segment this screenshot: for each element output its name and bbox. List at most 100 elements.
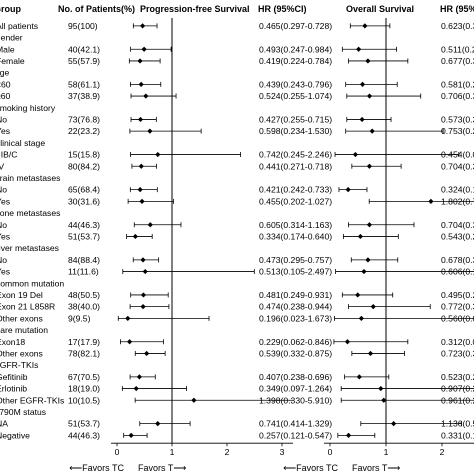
table-row: Male 40(42.1) 0.493(0.247-0.984) 0.511(0.22…	[0, 44, 474, 54]
footer-os-left: ⟵Favors TC	[283, 463, 338, 473]
os-hr-text: 0.581(0.280-1.200)	[441, 79, 474, 89]
subgroup-header: Bone metastases	[0, 208, 60, 218]
row-patients: 38(40.0)	[68, 302, 100, 312]
subgroup-header: Rare mutation	[0, 325, 48, 335]
pfs-point-estimate	[125, 315, 131, 321]
os-hr-text: 0.623(0.363-1.069)	[441, 21, 474, 31]
pfs-point-estimate	[155, 151, 161, 158]
row-label: Other EGFR-TKIs	[0, 395, 64, 405]
subgroup-header: EGFR-TKIs	[0, 360, 38, 370]
row-patients: 67(70.5)	[68, 372, 100, 382]
row-patients: 44(46.3)	[68, 430, 100, 440]
subgroup-header: Gender	[0, 33, 23, 43]
row-label: Yes	[0, 267, 10, 277]
row-label: Other exons	[0, 348, 43, 358]
os-point-estimate	[359, 81, 366, 87]
row-patients: 37(38.9)	[68, 91, 100, 101]
row-patients: 51(53.7)	[68, 231, 100, 241]
header-os-plot: Overall Survival	[346, 4, 414, 14]
os-hr-text: 0.678(0.380-1.210)	[441, 255, 474, 265]
table-row: Yes 30(31.6) 0.455(0.202-1.027) 1.802(0.700…	[0, 196, 474, 206]
table-row: Yes 11(11.6) 0.513(0.105-2.497) 0.606(0.100…	[0, 267, 474, 277]
pfs-hr-text: 0.481(0.249-0.931)	[259, 290, 332, 300]
row-label: ≥60	[0, 91, 10, 101]
subgroup-header: Clinical stage	[0, 138, 45, 148]
os-hr-text: 0.704(0.390-1.270)	[441, 161, 474, 171]
pfs-hr-text: 0.421(0.242-0.733)	[259, 185, 332, 195]
row-label: Age	[0, 68, 10, 78]
os-hr-text: 0.961(0.200-4.600)	[441, 395, 474, 405]
row-label: Negative	[0, 430, 30, 440]
os-point-estimate	[352, 151, 359, 158]
table-row: ≥60 37(38.9) 0.524(0.255-1.074) 0.706(0.300…	[0, 91, 474, 101]
os-tick-label: 1	[384, 447, 389, 457]
table-row: Female 55(57.9) 0.419(0.224-0.784) 0.677(0.…	[0, 56, 474, 66]
subgroup-header: Common mutation	[0, 278, 64, 288]
row-label: No	[0, 220, 7, 230]
pfs-hr-text: 0.741(0.414-1.329)	[259, 419, 332, 429]
row-label: No	[0, 185, 7, 195]
table-row: Other EGFR-TKIs 10(10.5) 1.398(0.330-5.910…	[0, 395, 474, 405]
pfs-point-estimate	[137, 58, 143, 64]
row-label: Erlotinib	[0, 384, 27, 394]
table-row: Other exons 78(82.1) 0.539(0.332-0.875) 0.7…	[0, 348, 474, 358]
row-label: Yes	[0, 231, 10, 241]
row-patients: 80(84.2)	[68, 161, 100, 171]
pfs-point-estimate	[141, 46, 147, 52]
os-point-estimate	[366, 93, 373, 99]
os-hr-text: 0.331(0.140-0.800)	[441, 430, 474, 440]
pfs-hr-text: 0.257(0.121-0.547)	[259, 430, 332, 440]
pfs-tick-label: 3	[280, 447, 285, 457]
os-hr-text: 0.312(0.070-1.390)	[441, 337, 474, 347]
pfs-point-estimate	[138, 163, 144, 169]
pfs-point-estimate	[139, 198, 145, 204]
pfs-hr-text: 0.493(0.247-0.984)	[259, 44, 332, 54]
row-label: EGFR-TKIs	[0, 360, 38, 370]
table-row: Gefitinib 67(70.5) 0.407(0.238-0.696) 0.523…	[0, 372, 474, 382]
row-label: IV	[0, 161, 4, 171]
row-label: Yes	[0, 196, 10, 206]
pfs-point-estimate	[133, 385, 139, 392]
rows: All patients 95(100) 0.465(0.297-0.728) 0.6…	[0, 21, 474, 440]
table-row: No 84(88.4) 0.473(0.295-0.757) 0.678(0.380-…	[0, 255, 474, 265]
os-point-estimate	[362, 23, 368, 29]
os-point-estimate	[365, 58, 371, 64]
table-row: Exon 19 Del 48(50.5) 0.481(0.249-0.931) 0.4…	[0, 290, 474, 300]
row-patients: 9(9.5)	[68, 313, 91, 323]
os-hr-text: 0.324(0.160-0.660)	[441, 185, 474, 195]
row-label: Brain metastases	[0, 173, 60, 183]
os-hr-text: 0.677(0.330-1.390)	[441, 56, 474, 66]
footer-pfs-right: Favors T⟶	[138, 463, 186, 473]
row-patients: 17(17.9)	[68, 337, 100, 347]
pfs-tick-label: 0	[115, 447, 120, 457]
table-row: No 65(68.4) 0.421(0.242-0.733) 0.324(0.160-…	[0, 185, 474, 195]
row-label: Gender	[0, 33, 23, 43]
table-row: Other exons 9(9.5) 0.196(0.023-1.673) 0.560…	[0, 313, 474, 323]
row-label: <60	[0, 79, 11, 89]
os-point-estimate	[366, 222, 373, 228]
pfs-hr-text: 0.229(0.062-0.846)	[259, 337, 332, 347]
pfs-point-estimate	[139, 23, 146, 29]
header-pfs-hr: HR (95%CI)	[258, 4, 307, 14]
os-hr-text: 0.606(0.100-3.660)	[441, 267, 474, 277]
os-point-estimate	[366, 163, 373, 169]
row-label: Bone metastases	[0, 208, 60, 218]
row-label: Yes	[0, 126, 10, 136]
pfs-point-estimate	[140, 257, 146, 263]
os-point-estimate	[378, 385, 384, 392]
pfs-panel: 0 1 2 3	[111, 18, 293, 457]
os-hr-text: 0.543(0.240-1.220)	[441, 231, 474, 241]
table-row: Exon18 17(17.9) 0.229(0.062-0.846) 0.312(0.…	[0, 337, 474, 347]
row-label: Clinical stage	[0, 138, 45, 148]
pfs-point-estimate	[128, 432, 134, 438]
os-point-estimate	[358, 315, 364, 321]
pfs-point-estimate	[137, 187, 143, 193]
os-point-estimate	[370, 304, 376, 310]
row-label: Rare mutation	[0, 325, 48, 335]
os-hr-text: 1.802(0.700-4.600)	[441, 196, 474, 206]
pfs-point-estimate	[132, 233, 138, 240]
os-point-estimate	[356, 46, 362, 52]
subgroup-header: Age	[0, 68, 10, 78]
pfs-point-estimate	[142, 268, 148, 275]
